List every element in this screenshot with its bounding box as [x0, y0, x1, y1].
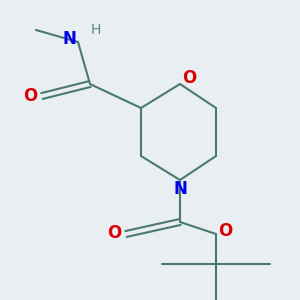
Text: H: H — [91, 23, 101, 37]
Text: N: N — [62, 30, 76, 48]
Text: O: O — [23, 87, 37, 105]
Text: O: O — [182, 69, 196, 87]
Text: N: N — [173, 180, 187, 198]
Text: O: O — [218, 222, 232, 240]
Text: O: O — [107, 224, 121, 242]
